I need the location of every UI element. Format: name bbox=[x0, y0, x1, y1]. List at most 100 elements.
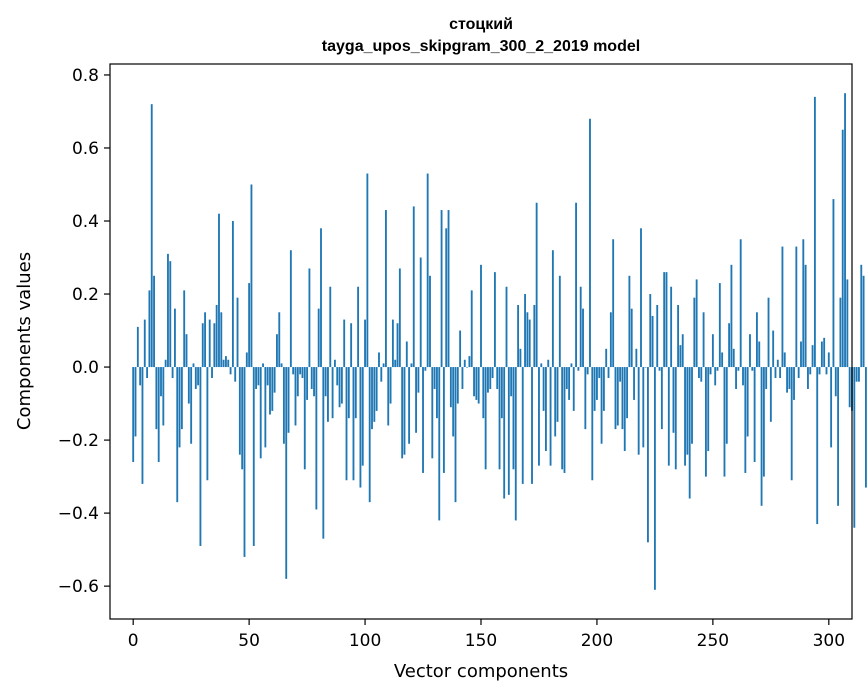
bar bbox=[447, 210, 450, 368]
bar bbox=[816, 367, 819, 525]
bar bbox=[619, 367, 622, 382]
bar bbox=[786, 367, 788, 393]
bar bbox=[665, 272, 668, 368]
bar bbox=[753, 367, 756, 462]
bar bbox=[577, 367, 580, 371]
bar bbox=[162, 367, 165, 426]
bar bbox=[693, 297, 696, 368]
bar bbox=[373, 367, 376, 422]
bar bbox=[834, 367, 837, 397]
bar bbox=[350, 323, 353, 368]
bar bbox=[762, 367, 765, 477]
y-tick-label: 0.2 bbox=[72, 285, 99, 305]
bar bbox=[760, 367, 763, 506]
y-axis: −0.6 −0.4 −0.2 0.0 0.2 0.4 0.6 0.8 bbox=[58, 66, 110, 597]
bar bbox=[241, 367, 244, 470]
bar bbox=[637, 367, 640, 455]
bar bbox=[709, 367, 712, 375]
bar bbox=[385, 210, 387, 368]
bar bbox=[853, 367, 856, 528]
bar bbox=[401, 367, 404, 459]
bar bbox=[653, 367, 656, 590]
x-tick-label: 200 bbox=[581, 631, 613, 651]
bar bbox=[347, 367, 350, 419]
bar bbox=[218, 213, 220, 368]
bar bbox=[698, 367, 700, 379]
bar bbox=[561, 367, 564, 470]
bar bbox=[442, 367, 445, 473]
bar bbox=[322, 367, 325, 539]
bar bbox=[514, 367, 517, 521]
bar bbox=[589, 118, 591, 368]
bar bbox=[331, 367, 334, 419]
bar bbox=[804, 264, 807, 368]
bar bbox=[345, 367, 348, 481]
bar bbox=[155, 367, 158, 430]
bar bbox=[220, 312, 223, 368]
bar bbox=[570, 363, 573, 368]
bar bbox=[630, 308, 633, 368]
bar bbox=[301, 367, 304, 379]
bar bbox=[208, 319, 211, 368]
bar bbox=[470, 290, 473, 368]
bar bbox=[436, 367, 438, 419]
bar bbox=[528, 319, 531, 368]
bar bbox=[626, 367, 628, 419]
bar bbox=[234, 367, 237, 382]
bar bbox=[171, 367, 174, 379]
bar bbox=[164, 359, 167, 368]
bar bbox=[572, 367, 575, 411]
bar bbox=[707, 367, 710, 452]
bar bbox=[222, 359, 225, 368]
bar bbox=[612, 239, 615, 368]
bar bbox=[746, 367, 749, 437]
bar bbox=[598, 367, 601, 379]
y-tick-label: −0.2 bbox=[58, 431, 99, 451]
bar bbox=[823, 337, 826, 368]
bar bbox=[199, 367, 202, 546]
bar bbox=[647, 367, 649, 543]
bar bbox=[426, 173, 429, 368]
bar bbox=[487, 367, 489, 393]
bar bbox=[684, 367, 686, 466]
bar bbox=[656, 304, 659, 368]
bar bbox=[477, 367, 480, 404]
bar bbox=[704, 367, 707, 477]
bar bbox=[482, 367, 485, 419]
bar bbox=[663, 272, 666, 368]
bar bbox=[660, 367, 663, 430]
bar bbox=[635, 348, 638, 368]
bar bbox=[858, 367, 860, 382]
bar bbox=[667, 367, 670, 466]
bars-group bbox=[132, 93, 867, 590]
bar bbox=[807, 367, 809, 389]
bar bbox=[315, 367, 318, 510]
bar bbox=[602, 367, 605, 411]
bar bbox=[459, 330, 462, 368]
bar bbox=[491, 367, 494, 379]
bar bbox=[621, 367, 624, 430]
bar bbox=[343, 319, 346, 368]
bar bbox=[489, 367, 492, 389]
bar bbox=[549, 367, 552, 466]
bar bbox=[723, 367, 726, 477]
bar bbox=[749, 334, 751, 368]
bar bbox=[614, 367, 617, 430]
bar bbox=[243, 367, 246, 557]
bar bbox=[744, 367, 747, 473]
bar bbox=[711, 334, 714, 368]
bar bbox=[187, 367, 190, 404]
bar bbox=[781, 246, 784, 368]
bar bbox=[338, 367, 341, 408]
bar bbox=[521, 367, 524, 484]
bar bbox=[340, 367, 343, 404]
bar bbox=[517, 304, 520, 368]
bar bbox=[846, 279, 849, 368]
bar bbox=[336, 367, 339, 386]
bar bbox=[174, 308, 176, 368]
bar bbox=[408, 367, 411, 444]
bar bbox=[848, 367, 851, 408]
bar bbox=[180, 367, 183, 430]
bar bbox=[313, 367, 315, 397]
